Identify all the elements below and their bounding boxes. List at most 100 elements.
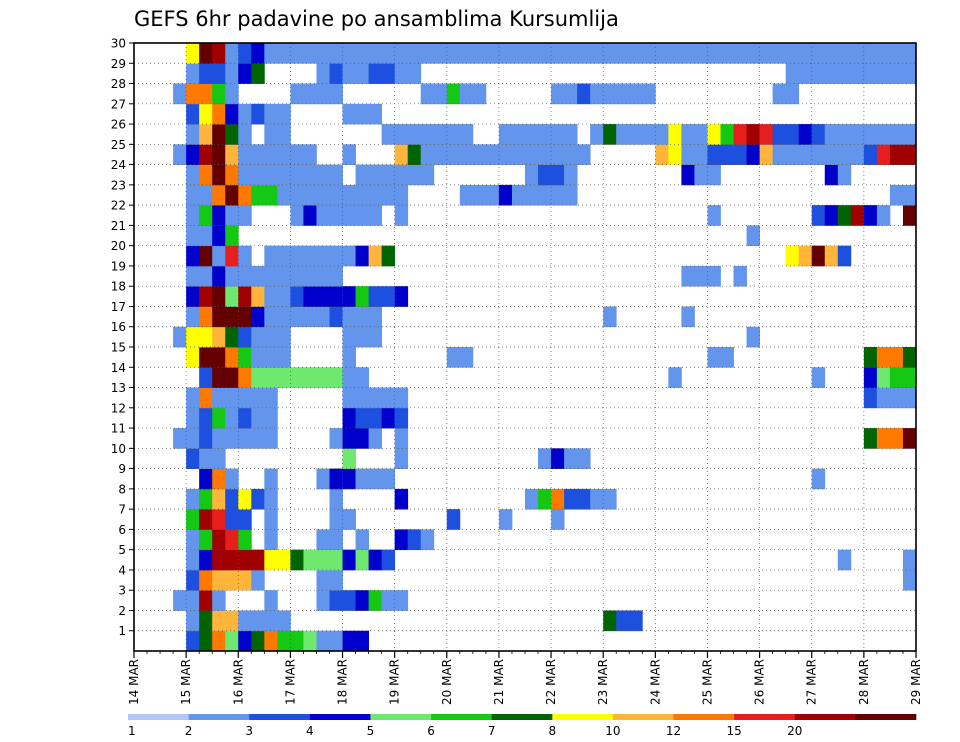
heatmap-cell (199, 286, 213, 307)
heatmap-cell (368, 103, 383, 125)
heatmap-cell (212, 387, 226, 409)
heatmap-cell (733, 124, 747, 145)
heatmap-cell (264, 265, 278, 287)
heatmap-cell (290, 549, 304, 571)
heatmap-cell (889, 428, 904, 449)
heatmap-cell (225, 124, 239, 145)
heatmap-cell (251, 488, 265, 510)
heatmap-cell (264, 509, 278, 530)
heatmap-cell (264, 245, 278, 267)
heatmap-cell (381, 549, 396, 571)
y-tick-label: 22 (111, 199, 126, 213)
heatmap-cell (316, 630, 330, 652)
heatmap-cell (238, 306, 252, 328)
heatmap-cell (733, 265, 747, 287)
heatmap-cell (238, 610, 252, 632)
heatmap-cell (316, 286, 330, 307)
y-tick-label: 8 (118, 482, 126, 496)
heatmap-cell (212, 164, 226, 186)
heatmap-cell (394, 448, 409, 469)
heatmap-cell (538, 448, 552, 469)
heatmap-cell (238, 488, 252, 510)
heatmap-cell (381, 387, 396, 409)
heatmap-cell (290, 205, 304, 226)
heatmap-cell (603, 306, 617, 328)
heatmap-cell (329, 468, 343, 490)
heatmap-cell (199, 529, 213, 551)
heatmap-cell (277, 245, 291, 267)
heatmap-cell (772, 124, 787, 145)
heatmap-cell (564, 488, 578, 510)
heatmap-cell (564, 164, 578, 186)
heatmap-cell (173, 83, 187, 105)
heatmap-cell (538, 488, 552, 510)
heatmap-cell (329, 306, 343, 328)
heatmap-cell (837, 144, 852, 165)
heatmap-cell (551, 164, 565, 186)
heatmap-cell (212, 205, 226, 226)
heatmap-cell (811, 63, 826, 84)
heatmap-cell (316, 306, 330, 328)
heatmap-cell (277, 347, 291, 368)
heatmap-cell (199, 428, 213, 449)
y-tick-label: 15 (111, 341, 126, 355)
x-tick-label: 23 MAR (596, 659, 610, 705)
heatmap-cell (655, 43, 669, 64)
heatmap-cell (277, 103, 291, 125)
heatmap-cell (642, 124, 656, 145)
heatmap-cell (368, 205, 383, 226)
heatmap-cell (498, 184, 513, 206)
heatmap-cell (394, 124, 409, 145)
y-tick-label: 13 (111, 381, 126, 395)
x-tick-label: 26 MAR (753, 659, 767, 705)
colorbar-label: 7 (488, 724, 496, 738)
heatmap-cell (225, 265, 239, 287)
heatmap-cell (212, 245, 226, 267)
heatmap-cell (199, 103, 213, 125)
heatmap-cell (342, 387, 356, 409)
heatmap-cell (238, 326, 252, 348)
heatmap-cell (264, 286, 278, 307)
heatmap-cell (277, 164, 291, 186)
heatmap-cell (355, 63, 369, 84)
heatmap-cell (329, 549, 343, 571)
colorbar-swatch (188, 714, 250, 720)
heatmap-cell (277, 265, 291, 287)
heatmap-cell (616, 83, 630, 105)
heatmap-cell (889, 124, 904, 145)
heatmap-cell (407, 144, 422, 165)
heatmap-cell (264, 529, 278, 551)
heatmap-cell (889, 184, 904, 206)
colorbar-label: 4 (306, 724, 314, 738)
heatmap-cell (420, 124, 435, 145)
y-tick-label: 29 (111, 57, 126, 71)
heatmap-cell (303, 630, 317, 652)
heatmap-cell (707, 164, 721, 186)
heatmap-cell (329, 184, 343, 206)
heatmap-cell (316, 164, 330, 186)
heatmap-cell (329, 43, 343, 64)
heatmap-cell (824, 63, 839, 84)
heatmap-cell (329, 529, 343, 551)
heatmap-cell (785, 144, 800, 165)
heatmap-cell (329, 286, 343, 307)
x-tick-label: 18 MAR (336, 659, 350, 705)
heatmap-cell (264, 347, 278, 368)
heatmap-cell (342, 509, 356, 530)
heatmap-cell (720, 43, 734, 64)
heatmap-cell (642, 43, 656, 64)
heatmap-cell (485, 184, 500, 206)
heatmap-cell (199, 630, 213, 652)
x-tick-label: 24 MAR (648, 659, 662, 705)
heatmap-cell (355, 184, 369, 206)
heatmap-cell (329, 265, 343, 287)
x-tick-label: 16 MAR (231, 659, 245, 705)
heatmap-cell (824, 205, 839, 226)
heatmap-cell (186, 184, 200, 206)
heatmap-cell (564, 83, 578, 105)
heatmap-cell (394, 428, 409, 449)
heatmap-cell (251, 407, 265, 429)
heatmap-cell (212, 509, 226, 530)
heatmap-cell (694, 164, 708, 186)
